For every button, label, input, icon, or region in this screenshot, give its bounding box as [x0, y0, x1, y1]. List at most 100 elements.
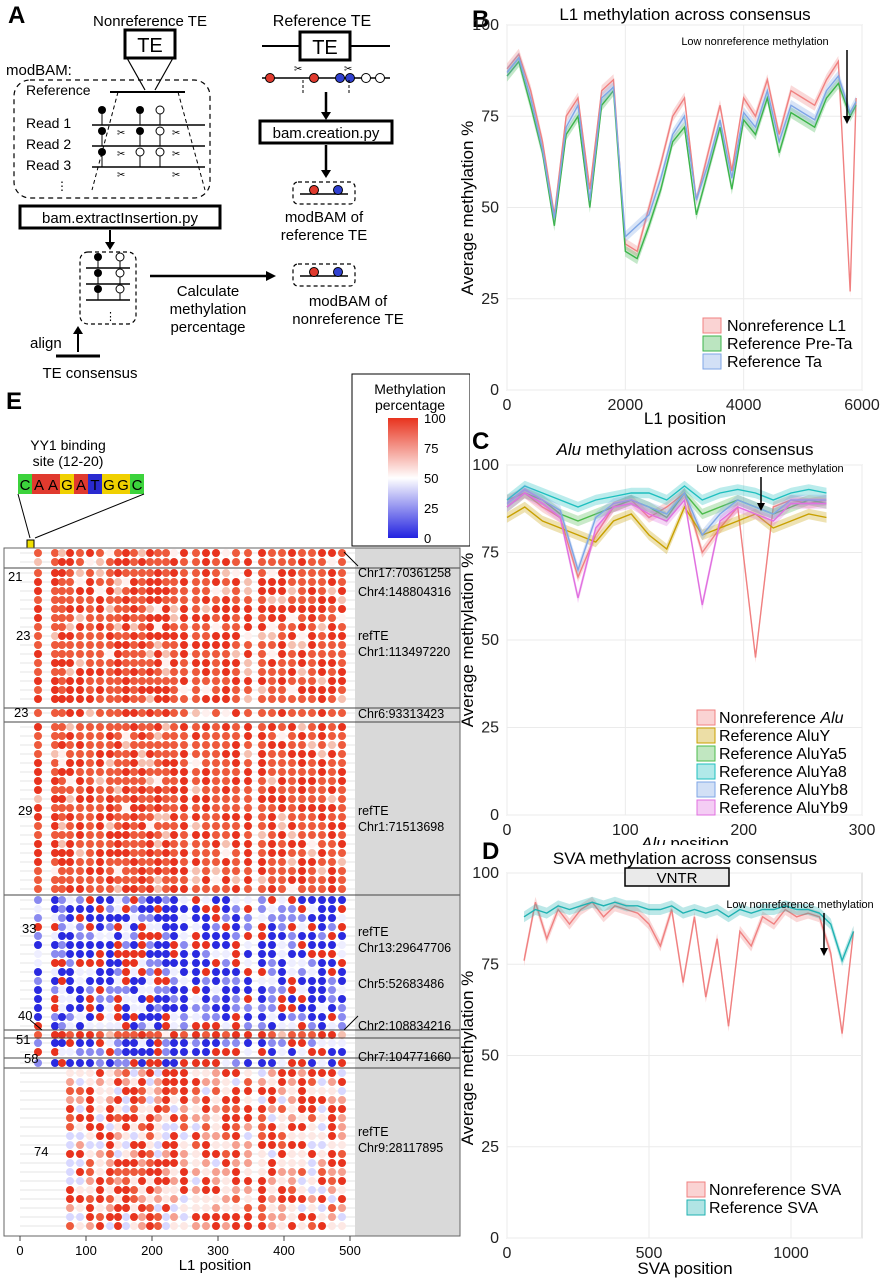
- cpg-dot: [162, 1168, 170, 1176]
- cpg-dot: [146, 786, 154, 794]
- cpg-dot: [106, 840, 114, 848]
- cpg-dot: [86, 709, 94, 717]
- cpg-dot: [34, 849, 42, 857]
- cpg-dot: [298, 578, 306, 586]
- cpg-dot: [212, 768, 220, 776]
- cpg-dot: [318, 914, 326, 922]
- cpg-dot: [298, 1204, 306, 1212]
- cpg-dot: [114, 914, 122, 922]
- cpg-dot: [202, 759, 210, 767]
- cpg-dot: [146, 831, 154, 839]
- cpg-dot: [338, 959, 346, 967]
- cpg-dot: [162, 1222, 170, 1230]
- cpg-dot: [114, 923, 122, 931]
- cpg-dot: [258, 849, 266, 857]
- cpg-dot: [318, 1186, 326, 1194]
- cpg-dot: [338, 623, 346, 631]
- cpg-dot: [66, 858, 74, 866]
- cpg-dot: [76, 1159, 84, 1167]
- cpg-dot: [58, 885, 66, 893]
- cpg-dot: [180, 822, 188, 830]
- cpg-dot: [232, 1168, 240, 1176]
- cpg-dot: [122, 677, 130, 685]
- cpg-dot: [122, 1123, 130, 1131]
- cpg-dot: [268, 1048, 276, 1056]
- cpg-dot: [86, 768, 94, 776]
- cpg-dot: [34, 605, 42, 613]
- cpg-dot: [278, 914, 286, 922]
- cpg-dot: [308, 1069, 316, 1077]
- cpg-dot: [162, 759, 170, 767]
- cpg-dot: [170, 587, 178, 595]
- cpg-dot: [138, 668, 146, 676]
- motif-zoom-right: [34, 493, 145, 539]
- cpg-dot: [288, 578, 296, 586]
- cpg-dot: [96, 741, 104, 749]
- cpg-dot: [66, 1132, 74, 1140]
- cpg-dot: [76, 1186, 84, 1194]
- cpg-dot: [106, 1031, 114, 1039]
- cpg-dot: [76, 578, 84, 586]
- cpg-dot: [244, 1069, 252, 1077]
- cpg-dot: [138, 968, 146, 976]
- cpg-dot: [328, 777, 336, 785]
- cpg-dot: [232, 587, 240, 595]
- cpg-dot: [162, 858, 170, 866]
- cpg-dot: [212, 876, 220, 884]
- cpg-dot: [130, 1059, 138, 1067]
- cpg-dot: [106, 1004, 114, 1012]
- cpg-dot: [34, 677, 42, 685]
- cpg-dot: [232, 840, 240, 848]
- cpg-dot: [130, 813, 138, 821]
- cpg-dot: [76, 1114, 84, 1122]
- cpg-dot: [58, 876, 66, 884]
- cpg-dot: [308, 659, 316, 667]
- cpg-dot: [180, 804, 188, 812]
- cpg-dot: [338, 1059, 346, 1067]
- cpg-dot: [34, 1039, 42, 1047]
- cpg-dot: [268, 840, 276, 848]
- cpg-dot: [318, 1048, 326, 1056]
- cpg-dot: [278, 741, 286, 749]
- cpg-dot: [154, 867, 162, 875]
- cpg-dot: [96, 732, 104, 740]
- cpg-dot: [180, 659, 188, 667]
- cpg-dot: [328, 549, 336, 557]
- cpg-dot: [288, 867, 296, 875]
- cpg-dot: [318, 650, 326, 658]
- cpg-dot: [298, 1096, 306, 1104]
- cpg-dot: [114, 950, 122, 958]
- cpg-dot: [202, 1096, 210, 1104]
- cpg-dot: [244, 1132, 252, 1140]
- cpg-dot: [298, 650, 306, 658]
- cpg-dot: [106, 1195, 114, 1203]
- creation-script-label: bam.creation.py: [273, 125, 380, 142]
- cpg-dot: [154, 1195, 162, 1203]
- cpg-dot: [244, 686, 252, 694]
- cpg-dot: [222, 641, 230, 649]
- cpg-dot: [212, 1069, 220, 1077]
- cpg-dot: [130, 986, 138, 994]
- extract-script-label: bam.extractInsertion.py: [42, 210, 198, 227]
- cpg-dot: [288, 831, 296, 839]
- cpg-dot: [66, 578, 74, 586]
- cpg-dot: [212, 1132, 220, 1140]
- cpg-dot: [122, 623, 130, 631]
- cpg-dot: [288, 1195, 296, 1203]
- cpg-dot: [146, 605, 154, 613]
- cpg-dot: [328, 932, 336, 940]
- cpg-dot: [288, 986, 296, 994]
- cpg-dot: [298, 1105, 306, 1113]
- cpg-dot: [76, 1141, 84, 1149]
- cpg-dot: [114, 1096, 122, 1104]
- cpg-dot: [232, 1096, 240, 1104]
- cpg-dot: [318, 968, 326, 976]
- cpg-dot: [130, 596, 138, 604]
- cpg-dot: [192, 1195, 200, 1203]
- cpg-dot: [130, 759, 138, 767]
- row-count: 58: [24, 1051, 38, 1066]
- cpg-dot: [170, 822, 178, 830]
- cpg-dot: [154, 1031, 162, 1039]
- cpg-dot: [96, 896, 104, 904]
- cpg-dot: [308, 709, 316, 717]
